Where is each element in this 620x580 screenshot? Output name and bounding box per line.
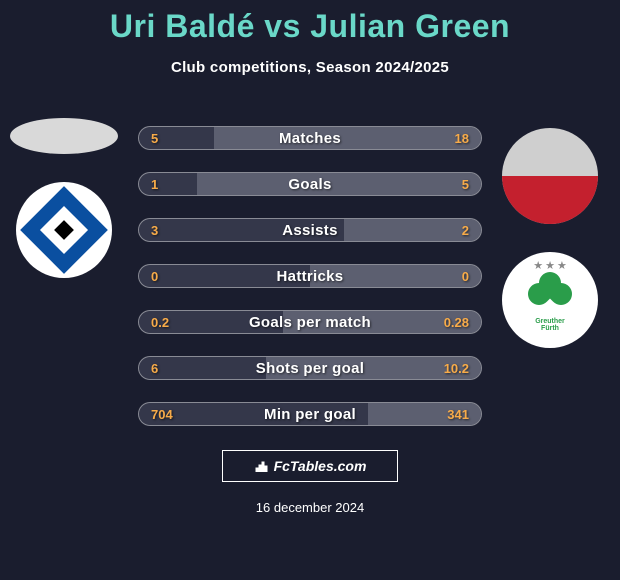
bar-label: Goals per match	[139, 314, 481, 331]
stars-icon: ★★★	[533, 259, 567, 272]
stat-bar: 0.20.28Goals per match	[138, 310, 482, 334]
bar-label: Goals	[139, 176, 481, 193]
stat-bar: 32Assists	[138, 218, 482, 242]
left-player-column	[8, 118, 120, 278]
player-left-avatar	[10, 118, 118, 154]
club-left-badge	[16, 182, 112, 278]
stat-bar: 15Goals	[138, 172, 482, 196]
page-title: Uri Baldé vs Julian Green	[0, 0, 620, 45]
bar-label: Min per goal	[139, 406, 481, 423]
brand-text: FcTables.com	[274, 458, 367, 474]
bar-label: Shots per goal	[139, 360, 481, 377]
bar-label: Matches	[139, 130, 481, 147]
club-right-text: GreutherFürth	[535, 318, 565, 332]
bar-label: Assists	[139, 222, 481, 239]
hsv-diamond-icon	[20, 186, 108, 274]
stat-bar: 610.2Shots per goal	[138, 356, 482, 380]
clover-icon	[528, 272, 572, 316]
bar-label: Hattricks	[139, 268, 481, 285]
chart-icon	[254, 458, 270, 474]
stat-bar: 00Hattricks	[138, 264, 482, 288]
right-player-column: ★★★ GreutherFürth	[500, 128, 600, 348]
subtitle: Club competitions, Season 2024/2025	[0, 59, 620, 76]
comparison-bars: 518Matches 15Goals 32Assists 00Hattricks 0.2…	[138, 126, 482, 426]
jersey-icon	[502, 176, 598, 224]
date-text: 16 december 2024	[0, 500, 620, 515]
club-right-badge: ★★★ GreutherFürth	[502, 252, 598, 348]
player-right-avatar	[502, 128, 598, 224]
brand-box[interactable]: FcTables.com	[222, 450, 398, 482]
stat-bar: 518Matches	[138, 126, 482, 150]
stat-bar: 704341Min per goal	[138, 402, 482, 426]
